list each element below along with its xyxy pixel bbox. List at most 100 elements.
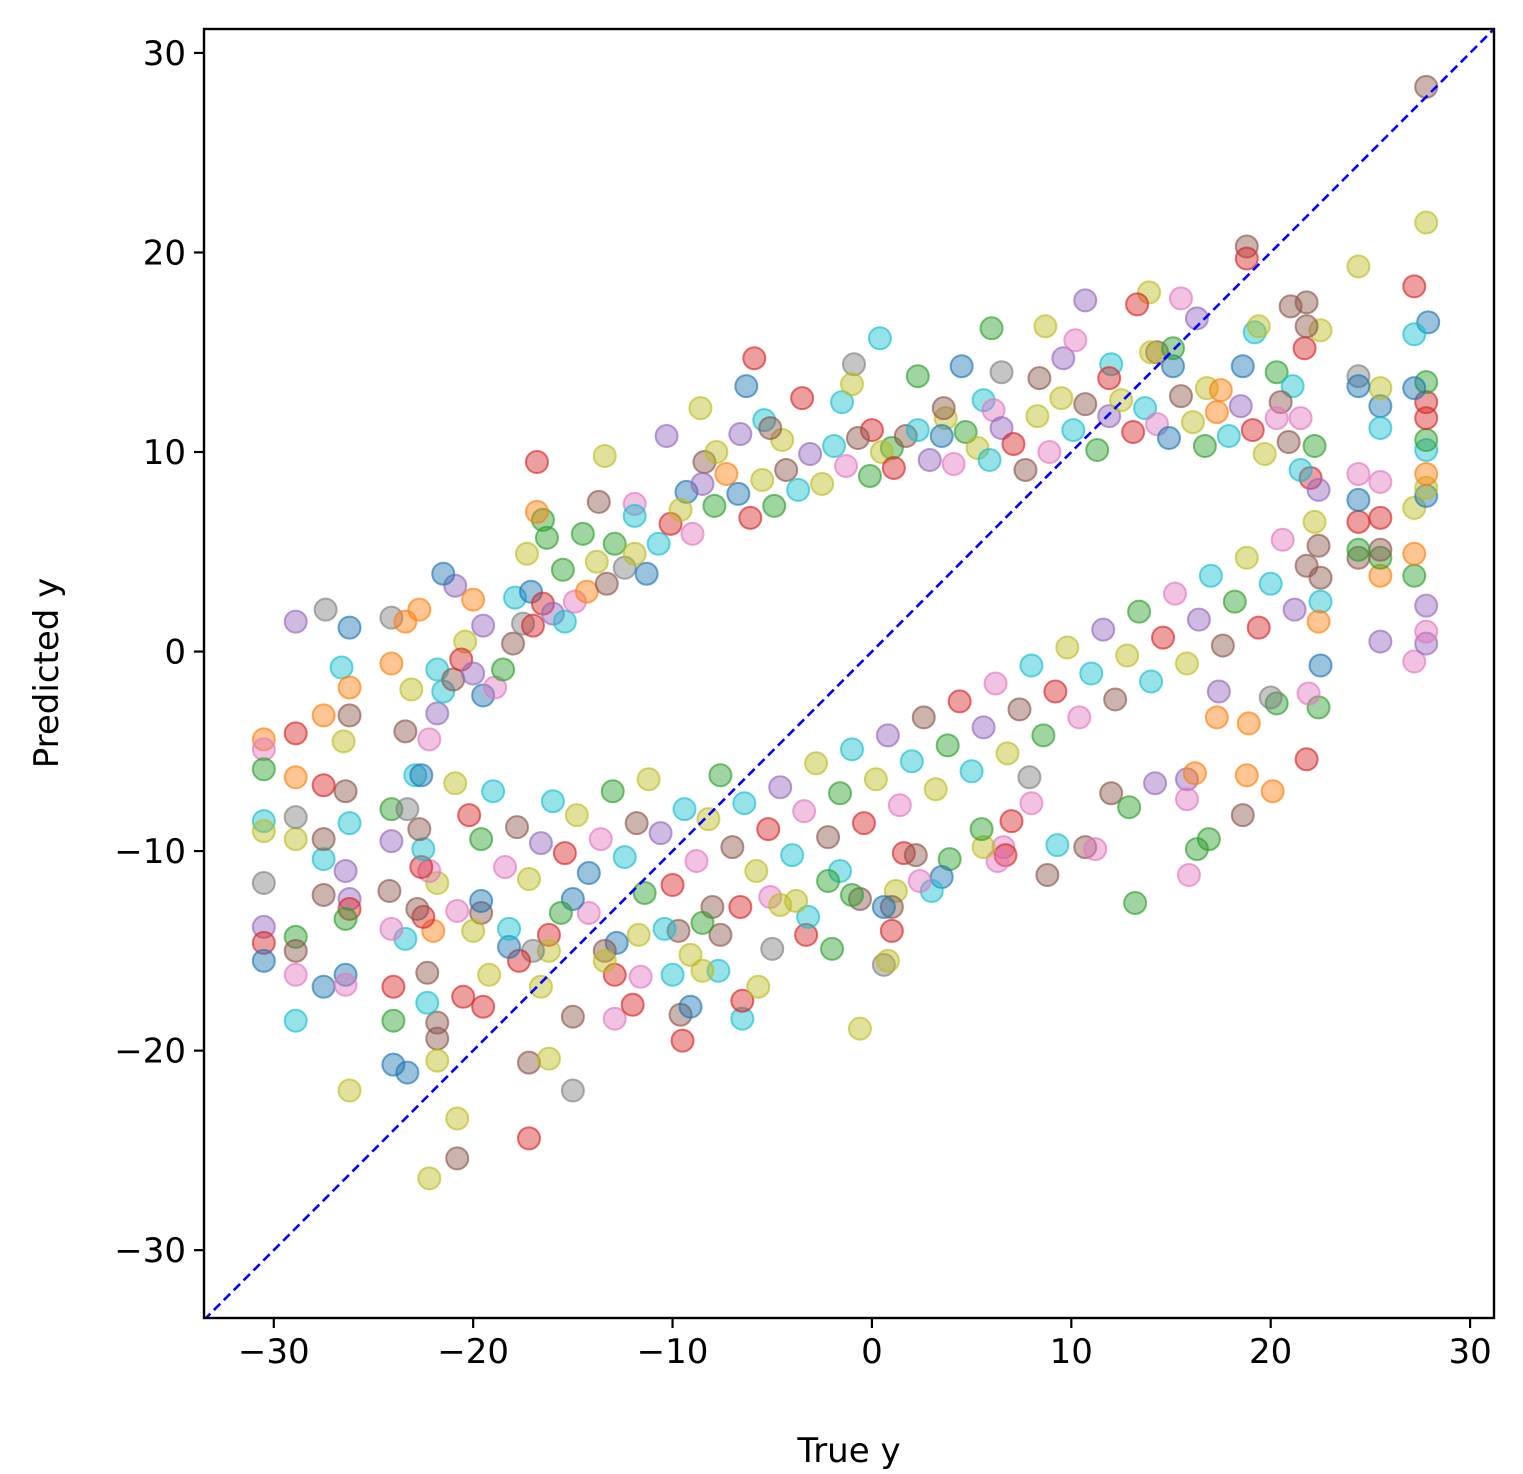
scatter-point — [859, 418, 884, 443]
scatter-point — [1196, 827, 1221, 852]
scatter-point — [560, 1004, 585, 1029]
scatter-point — [622, 503, 647, 528]
x-axis-ticks: −30 −20 −10 0 10 20 30 — [238, 1318, 1492, 1372]
scatter-point — [1083, 837, 1108, 862]
scatter-point — [1308, 318, 1333, 343]
scatter-point — [911, 705, 936, 730]
scatter-point — [1045, 833, 1070, 858]
scatter-point — [1222, 589, 1247, 614]
scatter-point — [1035, 863, 1060, 888]
scatter-point — [690, 910, 715, 935]
y-axis-label: Predicted y — [27, 578, 67, 769]
scatter-point — [1302, 509, 1327, 534]
scatter-point — [497, 916, 522, 941]
scatter-point — [469, 888, 494, 913]
scatter-point — [995, 741, 1020, 766]
scatter-point — [407, 597, 432, 622]
scatter-point — [592, 938, 617, 963]
scatter-point — [451, 984, 476, 1009]
scatter-point — [626, 922, 651, 947]
scatter-point — [620, 992, 645, 1017]
scatter-point — [1306, 609, 1331, 634]
data-points — [251, 74, 1441, 1191]
scatter-point — [481, 779, 506, 804]
scatter-point — [1073, 392, 1098, 417]
scatter-point — [1264, 406, 1289, 431]
scatter-point — [903, 843, 928, 868]
scatter-point — [1176, 863, 1201, 888]
scatter-point — [830, 390, 855, 415]
scatter-point — [1306, 477, 1331, 502]
scatter-point — [1160, 336, 1185, 361]
scatter-point — [1252, 442, 1277, 467]
scatter-point — [443, 573, 468, 598]
scatter-point — [1294, 290, 1319, 315]
scatter-point — [1346, 364, 1371, 389]
scatter-point — [971, 835, 996, 860]
scatter-point — [399, 677, 424, 702]
scatter-point — [1260, 779, 1285, 804]
scatter-point — [1414, 619, 1439, 644]
scatter-point — [728, 894, 753, 919]
scatter-point — [1182, 761, 1207, 786]
scatter-point — [441, 667, 466, 692]
scatter-point — [622, 541, 647, 566]
scatter-point — [871, 952, 896, 977]
scatter-point — [411, 837, 436, 862]
scatter-point — [863, 767, 888, 792]
scatter-point — [1037, 440, 1062, 465]
scatter-point — [624, 811, 649, 836]
scatter-point — [1402, 563, 1427, 588]
scatter-point — [760, 936, 785, 961]
scatter-point — [746, 974, 771, 999]
scatter-point — [1414, 210, 1439, 235]
scatter-point — [1162, 581, 1187, 606]
scatter-point — [552, 609, 577, 634]
y-tick-label: −30 — [114, 1231, 186, 1271]
scatter-point — [750, 467, 775, 492]
scatter-point — [822, 434, 847, 459]
scatter-point — [1270, 527, 1295, 552]
scatter-point — [251, 871, 276, 896]
scatter-point — [445, 1106, 470, 1131]
scatter-point — [570, 521, 595, 546]
scatter-point — [1230, 354, 1255, 379]
scatter-point — [1292, 336, 1317, 361]
scatter-point — [1097, 404, 1122, 429]
scatter-point — [714, 461, 739, 486]
scatter-point — [929, 424, 954, 449]
y-tick-label: −20 — [114, 1032, 186, 1072]
scatter-point — [1091, 617, 1116, 642]
scatter-point — [756, 817, 781, 842]
scatter-point — [1368, 563, 1393, 588]
scatter-point — [1103, 687, 1128, 712]
scatter-point — [1402, 376, 1427, 401]
scatter-point — [337, 703, 362, 728]
scatter-point — [879, 918, 904, 943]
scatter-point — [548, 900, 573, 925]
scatter-point — [576, 900, 601, 925]
scatter-point — [732, 791, 757, 816]
scatter-point — [770, 428, 795, 453]
scatter-point — [1228, 394, 1253, 419]
scatter-point — [1402, 541, 1427, 566]
scatter-point — [1246, 615, 1271, 640]
scatter-point — [1368, 416, 1393, 441]
scatter-point — [333, 779, 358, 804]
x-tick-label: 20 — [1249, 1332, 1292, 1372]
scatter-point — [333, 972, 358, 997]
scatter-point — [1079, 661, 1104, 686]
scatter-point — [742, 346, 767, 371]
scatter-point — [1368, 629, 1393, 654]
scatter-point — [1168, 384, 1193, 409]
scatter-point — [536, 1046, 561, 1071]
scatter-point — [1234, 246, 1259, 271]
scatter-point — [251, 948, 276, 973]
scatter-point — [337, 615, 362, 640]
scatter-point — [1160, 354, 1185, 379]
scatter-point — [552, 841, 577, 866]
scatter-point — [251, 737, 276, 762]
scatter-point — [602, 531, 627, 556]
scatter-point — [875, 948, 900, 973]
